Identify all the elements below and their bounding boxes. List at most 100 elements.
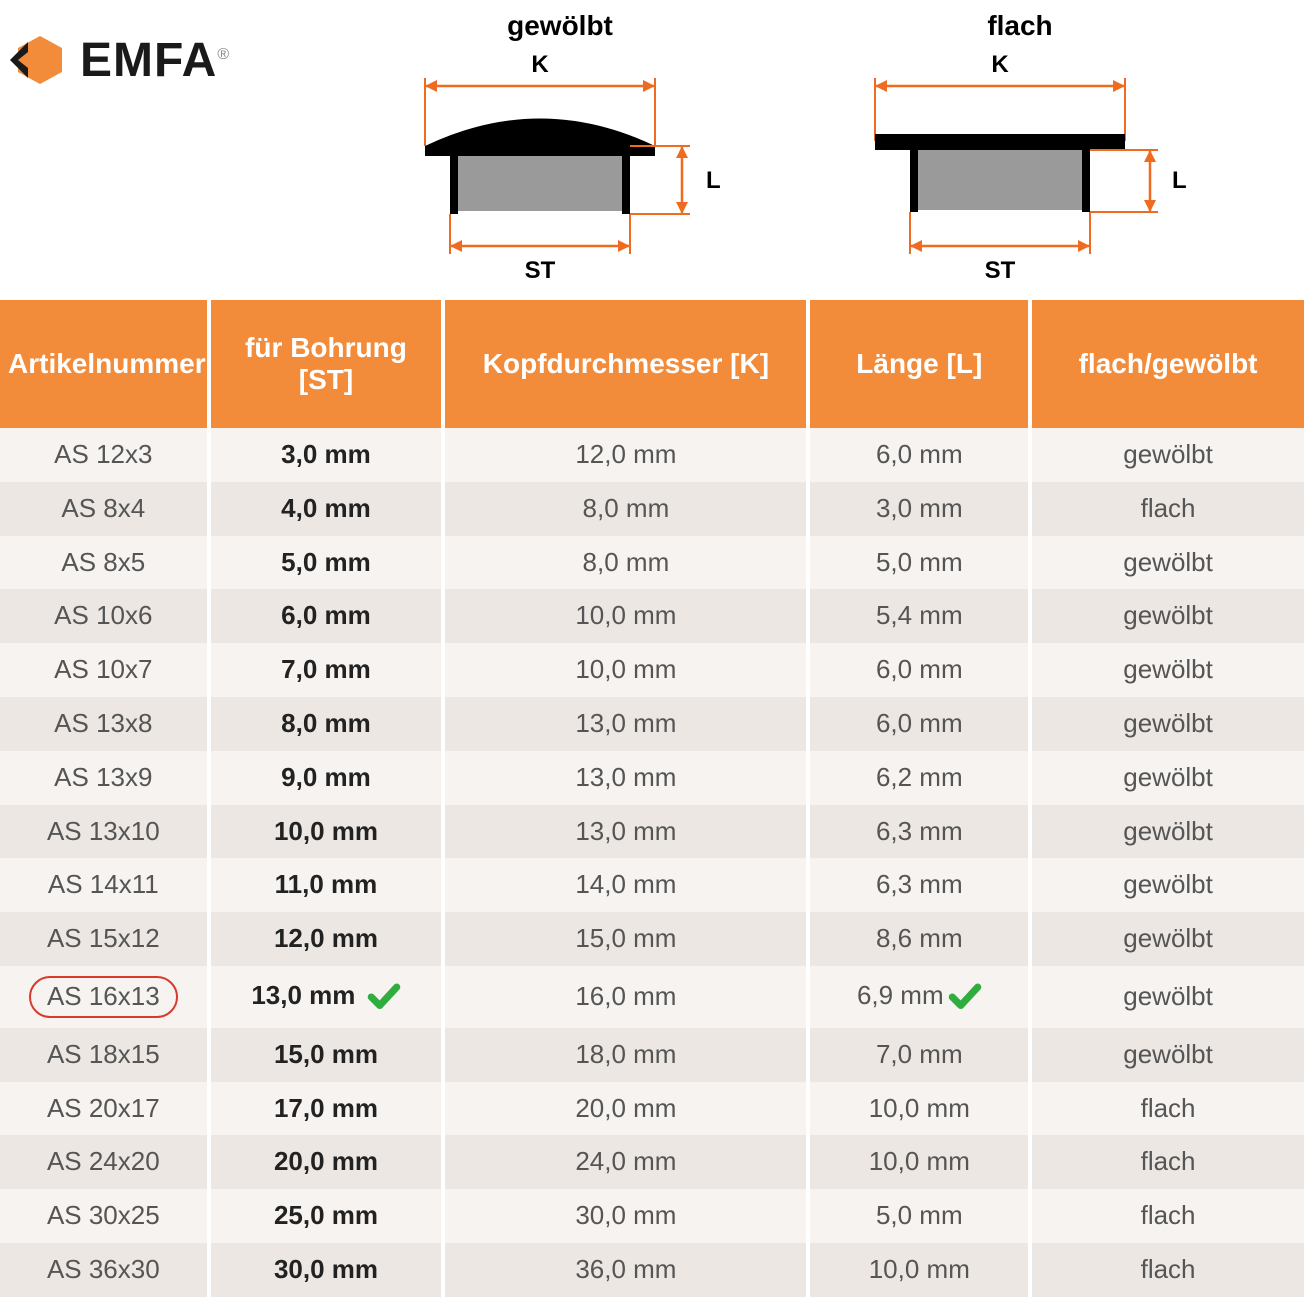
cell-kopfdurchmesser: 8,0 mm [443, 536, 808, 590]
cell-type: flach [1030, 1082, 1304, 1136]
cell-bohrung: 13,0 mm [209, 966, 444, 1028]
table-row: AS 36x3030,0 mm36,0 mm10,0 mmflach [0, 1243, 1304, 1297]
table-row: AS 8x55,0 mm8,0 mm5,0 mmgewölbt [0, 536, 1304, 590]
table-row: AS 10x66,0 mm10,0 mm5,4 mmgewölbt [0, 589, 1304, 643]
cell-kopfdurchmesser: 13,0 mm [443, 697, 808, 751]
cell-laenge: 6,3 mm [808, 858, 1030, 912]
cell-bohrung: 20,0 mm [209, 1135, 444, 1189]
logo-icon [10, 30, 70, 90]
col-artikelnummer: Artikelnummer [0, 300, 209, 428]
diagram-domed: gewölbt K L [390, 10, 730, 291]
cell-bohrung: 6,0 mm [209, 589, 444, 643]
cell-bohrung: 10,0 mm [209, 805, 444, 859]
cell-laenge: 6,2 mm [808, 751, 1030, 805]
cell-type: gewölbt [1030, 643, 1304, 697]
cell-artikelnummer: AS 14x11 [0, 858, 209, 912]
cell-type: flach [1030, 1135, 1304, 1189]
cell-artikelnummer: AS 30x25 [0, 1189, 209, 1243]
check-icon [367, 980, 401, 1014]
diagram-flat-svg: K L [850, 46, 1190, 286]
brand-reg: ® [217, 46, 230, 63]
table-row: AS 14x1111,0 mm14,0 mm6,3 mmgewölbt [0, 858, 1304, 912]
cell-laenge: 5,0 mm [808, 1189, 1030, 1243]
cell-laenge: 6,3 mm [808, 805, 1030, 859]
cell-laenge: 5,0 mm [808, 536, 1030, 590]
svg-text:ST: ST [985, 257, 1016, 284]
cell-type: gewölbt [1030, 536, 1304, 590]
cell-bohrung: 12,0 mm [209, 912, 444, 966]
col-kopfdurchmesser: Kopfdurchmesser [K] [443, 300, 808, 428]
cell-laenge: 10,0 mm [808, 1082, 1030, 1136]
svg-text:K: K [531, 51, 549, 78]
diagrams: gewölbt K L [390, 10, 1190, 291]
cell-laenge: 6,0 mm [808, 428, 1030, 482]
spec-table: Artikelnummer für Bohrung [ST] Kopfdurch… [0, 300, 1304, 1297]
cell-type: gewölbt [1030, 858, 1304, 912]
table-body: AS 12x33,0 mm12,0 mm6,0 mmgewölbtAS 8x44… [0, 428, 1304, 1297]
table-row: AS 15x1212,0 mm15,0 mm8,6 mmgewölbt [0, 912, 1304, 966]
brand-logo: EMFA® [10, 30, 230, 90]
cell-type: flach [1030, 1189, 1304, 1243]
svg-text:K: K [991, 51, 1009, 78]
cell-kopfdurchmesser: 14,0 mm [443, 858, 808, 912]
cell-laenge: 8,6 mm [808, 912, 1030, 966]
cell-type: gewölbt [1030, 428, 1304, 482]
cell-kopfdurchmesser: 30,0 mm [443, 1189, 808, 1243]
cell-artikelnummer: AS 24x20 [0, 1135, 209, 1189]
table-row: AS 13x1010,0 mm13,0 mm6,3 mmgewölbt [0, 805, 1304, 859]
cell-artikelnummer: AS 13x10 [0, 805, 209, 859]
cell-artikelnummer: AS 8x5 [0, 536, 209, 590]
table-row: AS 8x44,0 mm8,0 mm3,0 mmflach [0, 482, 1304, 536]
cell-kopfdurchmesser: 13,0 mm [443, 751, 808, 805]
cell-bohrung: 15,0 mm [209, 1028, 444, 1082]
col-bohrung: für Bohrung [ST] [209, 300, 444, 428]
cell-kopfdurchmesser: 20,0 mm [443, 1082, 808, 1136]
cell-artikelnummer: AS 12x3 [0, 428, 209, 482]
brand-name-text: EMFA [80, 34, 217, 87]
cell-kopfdurchmesser: 8,0 mm [443, 482, 808, 536]
brand-name: EMFA® [80, 33, 230, 88]
cell-laenge: 6,0 mm [808, 697, 1030, 751]
cell-kopfdurchmesser: 16,0 mm [443, 966, 808, 1028]
cell-bohrung: 25,0 mm [209, 1189, 444, 1243]
cell-kopfdurchmesser: 36,0 mm [443, 1243, 808, 1297]
diagram-domed-title: gewölbt [390, 10, 730, 42]
cell-kopfdurchmesser: 10,0 mm [443, 589, 808, 643]
cell-kopfdurchmesser: 10,0 mm [443, 643, 808, 697]
cell-bohrung: 30,0 mm [209, 1243, 444, 1297]
cell-type: gewölbt [1030, 805, 1304, 859]
cell-artikelnummer: AS 36x30 [0, 1243, 209, 1297]
cell-artikelnummer: AS 18x15 [0, 1028, 209, 1082]
svg-text:L: L [706, 167, 721, 194]
col-laenge: Länge [L] [808, 300, 1030, 428]
cell-laenge: 7,0 mm [808, 1028, 1030, 1082]
diagram-flat: flach K L [850, 10, 1190, 291]
cell-type: flach [1030, 1243, 1304, 1297]
cell-type: gewölbt [1030, 1028, 1304, 1082]
cell-artikelnummer: AS 13x8 [0, 697, 209, 751]
cell-artikelnummer: AS 10x6 [0, 589, 209, 643]
cell-laenge: 3,0 mm [808, 482, 1030, 536]
col-flach-gewoelbt: flach/gewölbt [1030, 300, 1304, 428]
cell-type: gewölbt [1030, 912, 1304, 966]
table-row: AS 30x2525,0 mm30,0 mm5,0 mmflach [0, 1189, 1304, 1243]
cell-laenge: 10,0 mm [808, 1135, 1030, 1189]
highlight-circle: AS 16x13 [29, 976, 178, 1018]
cell-laenge: 5,4 mm [808, 589, 1030, 643]
table-row: AS 20x1717,0 mm20,0 mm10,0 mmflach [0, 1082, 1304, 1136]
cell-artikelnummer: AS 10x7 [0, 643, 209, 697]
cell-laenge: 10,0 mm [808, 1243, 1030, 1297]
cell-laenge: 6,9 mm [808, 966, 1030, 1028]
table-row: AS 13x88,0 mm13,0 mm6,0 mmgewölbt [0, 697, 1304, 751]
table-row: AS 16x1313,0 mm 16,0 mm6,9 mmgewölbt [0, 966, 1304, 1028]
cell-bohrung: 17,0 mm [209, 1082, 444, 1136]
cell-artikelnummer: AS 13x9 [0, 751, 209, 805]
cell-bohrung: 9,0 mm [209, 751, 444, 805]
cell-bohrung: 7,0 mm [209, 643, 444, 697]
cell-kopfdurchmesser: 13,0 mm [443, 805, 808, 859]
diagram-flat-title: flach [850, 10, 1190, 42]
table-row: AS 12x33,0 mm12,0 mm6,0 mmgewölbt [0, 428, 1304, 482]
cell-type: gewölbt [1030, 589, 1304, 643]
cell-type: gewölbt [1030, 751, 1304, 805]
cell-artikelnummer: AS 20x17 [0, 1082, 209, 1136]
